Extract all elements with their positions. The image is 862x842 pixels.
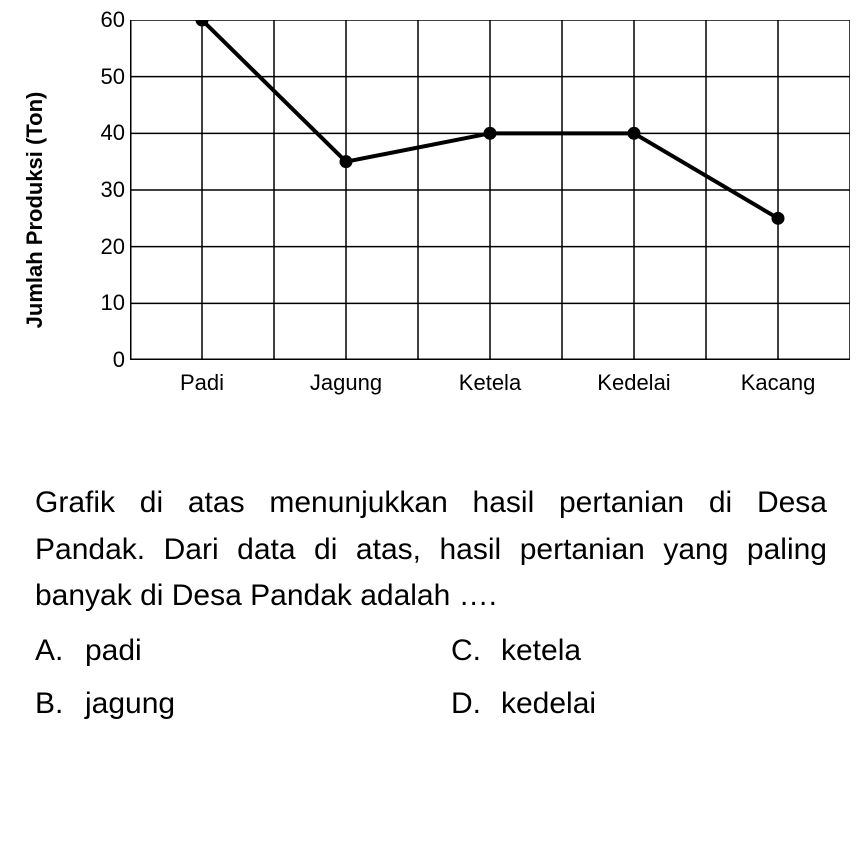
- option-text: padi: [85, 628, 142, 673]
- x-tick-label: Padi: [180, 370, 224, 396]
- option-text: ketela: [501, 628, 581, 673]
- y-tick-label: 20: [101, 234, 125, 260]
- x-tick-label: Ketela: [459, 370, 521, 396]
- y-tick-label: 40: [101, 120, 125, 146]
- option-b: B. jagung: [35, 681, 411, 726]
- options-grid: A. padi C. ketela B. jagung D. kedelai: [30, 628, 832, 726]
- x-tick-label: Kacang: [741, 370, 816, 396]
- option-letter: A.: [35, 628, 65, 673]
- line-chart-svg: [130, 20, 850, 360]
- x-tick-label: Kedelai: [597, 370, 670, 396]
- chart-container: Jumlah Produksi (Ton) 0102030405060PadiJ…: [70, 20, 850, 400]
- y-axis-label: Jumlah Produksi (Ton): [22, 92, 48, 329]
- y-tick-label: 0: [113, 347, 125, 373]
- question-text: Grafik di atas menunjukkan hasil pertani…: [30, 480, 832, 620]
- y-tick-label: 10: [101, 290, 125, 316]
- option-letter: C.: [451, 628, 481, 673]
- option-c: C. ketela: [451, 628, 827, 673]
- y-tick-label: 60: [101, 7, 125, 33]
- y-tick-label: 50: [101, 64, 125, 90]
- option-a: A. padi: [35, 628, 411, 673]
- option-text: jagung: [85, 681, 175, 726]
- option-text: kedelai: [501, 681, 596, 726]
- option-letter: D.: [451, 681, 481, 726]
- x-tick-label: Jagung: [310, 370, 382, 396]
- option-letter: B.: [35, 681, 65, 726]
- y-tick-label: 30: [101, 177, 125, 203]
- option-d: D. kedelai: [451, 681, 827, 726]
- plot-area: [130, 20, 850, 360]
